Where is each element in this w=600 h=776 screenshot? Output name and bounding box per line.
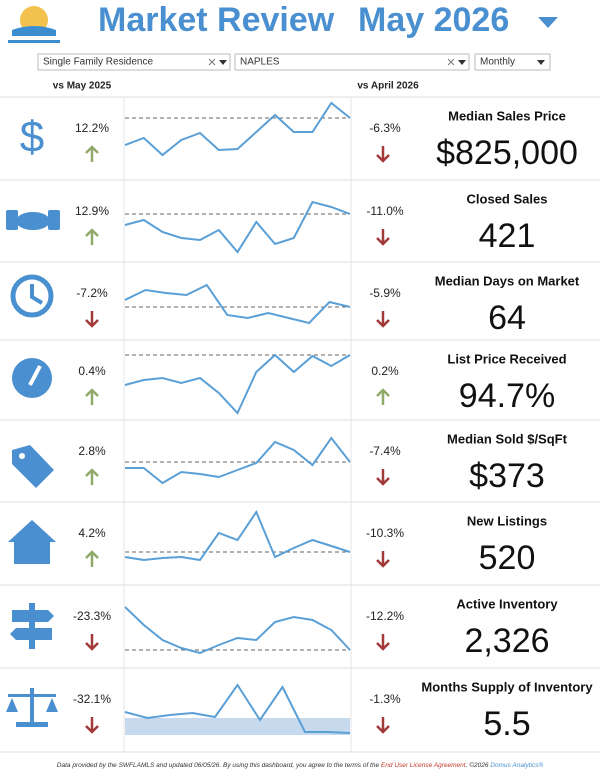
change-year: -7.2% [76, 286, 108, 300]
trend-arrow [376, 469, 390, 486]
trend-arrow [85, 311, 99, 328]
sparkline [125, 436, 351, 485]
title: Market Review [98, 1, 335, 39]
date-dropdown[interactable] [538, 17, 558, 28]
metric-value: $825,000 [436, 134, 578, 172]
icon-signpost [10, 603, 54, 649]
filter-text: NAPLES [240, 57, 280, 68]
footer-brand: Domus Analytics® [490, 761, 543, 769]
change-month: -7.4% [369, 444, 401, 458]
metric-value: 94.7% [459, 377, 555, 415]
sparkline [124, 101, 351, 157]
trend-arrow [376, 634, 390, 651]
change-year: 2.8% [78, 444, 106, 458]
metric-rows: 12.2% -6.3% Median Sales Price $825,000 12.9… [0, 96, 600, 753]
title-date: May 2026 [358, 1, 509, 39]
metric-name: Median Days on Market [435, 273, 580, 288]
trend-arrow [85, 550, 99, 567]
metric-name: List Price Received [447, 351, 566, 366]
metric-name: Months Supply of Inventory [421, 679, 593, 694]
footer-text: Data provided by the SWFLAMLS and update… [57, 762, 381, 769]
icon-scale [6, 688, 58, 727]
icon-dollar: $ [20, 113, 44, 162]
logo [8, 6, 60, 43]
metric-name: Median Sales Price [448, 108, 566, 123]
icon-gauge [12, 358, 52, 398]
change-year: 12.2% [75, 121, 109, 135]
icon-handshake [6, 210, 60, 230]
sparkline-band [125, 718, 350, 735]
trend-arrow [85, 468, 99, 485]
trend-arrow [85, 634, 99, 651]
trend-arrow [85, 388, 99, 405]
trend-arrow [85, 145, 99, 162]
filter-text: Monthly [480, 57, 515, 68]
change-year: 0.4% [78, 364, 106, 378]
change-month: -6.3% [369, 121, 401, 135]
sparkline [124, 353, 351, 415]
icon-house [8, 520, 56, 564]
change-month: -11.0% [366, 204, 403, 218]
trend-arrow [85, 717, 99, 734]
trend-arrow [376, 311, 390, 328]
change-month: -10.3% [366, 526, 404, 540]
change-month: -1.3% [369, 692, 401, 706]
metric-name: New Listings [467, 513, 547, 528]
filter-2[interactable]: NAPLES [234, 53, 470, 71]
trend-arrow [376, 551, 390, 568]
sparkline [124, 200, 351, 254]
filter-3[interactable]: Monthly [474, 53, 551, 71]
trend-arrow [85, 228, 99, 245]
metric-value: 421 [479, 217, 536, 255]
trend-arrow [376, 229, 390, 246]
filter-text: Single Family Residence [43, 57, 153, 68]
change-month: -5.9% [369, 286, 401, 300]
icon-clock [10, 274, 54, 318]
icons: $ [6, 113, 60, 727]
sparkline [124, 283, 351, 325]
icon-tag [12, 445, 54, 488]
footer-link[interactable]: End User License Agreement [381, 762, 467, 769]
filter-1[interactable]: Single Family Residence [37, 53, 231, 71]
footer-copyright: . ©2026 [466, 761, 491, 769]
trend-arrow [376, 717, 390, 734]
metric-value: 64 [488, 299, 526, 337]
sparkline [124, 606, 351, 655]
sparkline [124, 509, 351, 562]
metric-name: Median Sold $/SqFt [447, 431, 568, 446]
metric-value: $373 [469, 457, 545, 495]
metric-value: 5.5 [483, 705, 530, 743]
change-year: -23.3% [73, 609, 111, 623]
change-year: -32.1% [73, 692, 111, 706]
column-header: vs May 2025 [53, 81, 112, 92]
change-month: -12.2% [366, 609, 404, 623]
column-header: vs April 2026 [357, 81, 419, 92]
trend-arrow [376, 146, 390, 163]
metric-value: 520 [479, 539, 536, 577]
footer: Data provided by the SWFLAMLS and update… [57, 761, 544, 769]
metric-value: 2,326 [464, 622, 549, 660]
change-year: 12.9% [75, 204, 109, 218]
change-year: 4.2% [78, 526, 106, 540]
metric-name: Active Inventory [456, 596, 558, 611]
sparkline [124, 683, 351, 734]
trend-arrow [376, 388, 390, 405]
change-month: 0.2% [371, 364, 399, 378]
metric-name: Closed Sales [467, 191, 548, 206]
